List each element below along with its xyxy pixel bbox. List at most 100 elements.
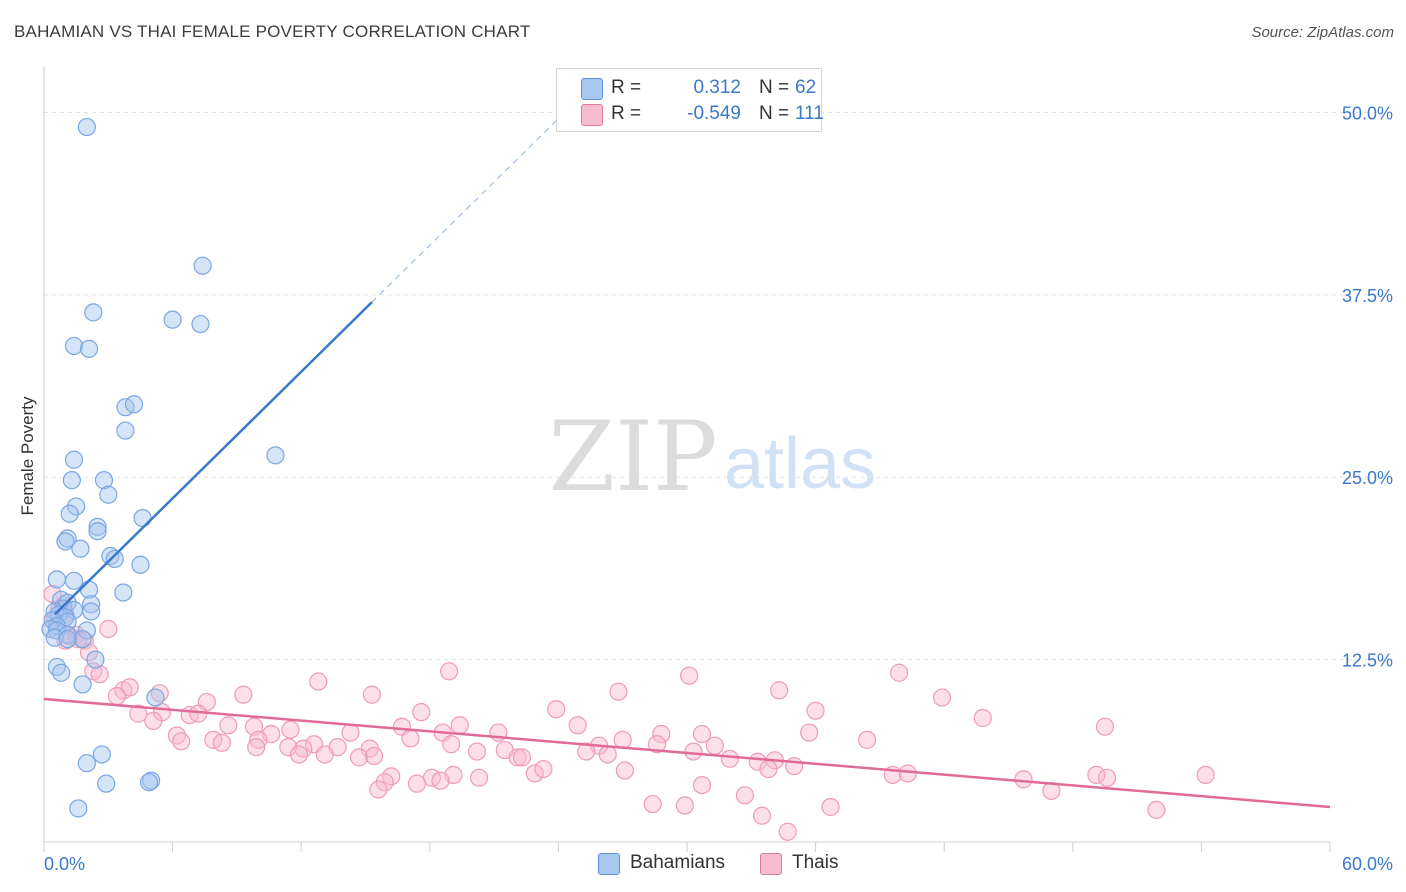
chart-title: BAHAMIAN VS THAI FEMALE POVERTY CORRELAT…	[14, 22, 531, 41]
bahamians-trend-line	[53, 301, 373, 616]
thais-point	[806, 701, 825, 720]
thais-point	[1097, 768, 1117, 787]
thais-point	[349, 748, 369, 767]
bahamians-point	[88, 522, 107, 541]
thais-point	[1196, 765, 1215, 784]
bottom-legend-swatch-thais	[760, 853, 782, 875]
thais-point	[281, 720, 300, 739]
bahamians-point	[191, 314, 210, 334]
legend-r-label: R =	[611, 103, 642, 124]
bahamians-point	[116, 421, 135, 440]
bahamians-points	[41, 117, 285, 818]
thais-point	[467, 742, 487, 761]
fit-lines	[43, 107, 1331, 809]
bahamians-point	[58, 529, 77, 548]
bahamians-point	[82, 602, 101, 621]
bahamians-point	[69, 799, 88, 818]
bahamians-point	[64, 571, 84, 590]
thais-point	[705, 736, 724, 755]
gridlines	[44, 111, 1390, 661]
bottom-legend-label: Bahamians	[630, 852, 726, 873]
bahamians-point	[193, 256, 212, 275]
thais-point	[692, 775, 712, 795]
legend-swatch-thais	[581, 104, 603, 126]
bahamians-point	[77, 117, 96, 137]
bahamians-point	[163, 310, 182, 329]
bahamians-point	[58, 630, 77, 649]
thais-point	[234, 685, 253, 704]
y-tick-label: 37.5%	[1342, 286, 1393, 306]
thais-point	[120, 678, 139, 697]
legend-n-value: 111	[795, 103, 824, 124]
thais-point	[568, 716, 587, 735]
axes	[43, 66, 1331, 852]
bahamians-point	[266, 446, 285, 465]
bahamians-point	[131, 555, 150, 574]
x-tick-label-max: 60.0%	[1342, 854, 1393, 874]
thais-point	[692, 724, 712, 744]
thais-point	[249, 730, 268, 749]
bahamians-point	[82, 595, 101, 614]
bahamians-point	[105, 549, 124, 569]
legend-swatch-bahamians	[581, 78, 603, 100]
thais-point	[412, 703, 431, 722]
bahamians-point	[73, 675, 92, 694]
thais-point	[770, 681, 789, 700]
thais-point	[341, 723, 360, 742]
thais-point	[442, 735, 461, 754]
thais-point	[932, 688, 952, 707]
thais-point	[309, 672, 328, 691]
thais-point	[508, 748, 527, 767]
thais-point	[785, 757, 804, 776]
bahamians-point	[84, 303, 103, 322]
thais-point	[525, 764, 544, 783]
thais-point	[778, 822, 797, 841]
bahamians-point	[77, 754, 96, 773]
bahamians-point	[60, 504, 79, 523]
thais-point	[800, 723, 819, 742]
bahamians-point	[94, 471, 114, 490]
thais-point	[364, 746, 384, 766]
thais-point	[615, 761, 634, 780]
thais-point	[362, 685, 382, 704]
thais-point	[247, 738, 266, 757]
thais-point	[534, 759, 553, 779]
thais-point	[609, 682, 628, 701]
bahamians-point	[146, 688, 165, 707]
thais-point	[219, 716, 238, 735]
bahamians-point	[92, 745, 111, 764]
correlation-legend: R = 0.312 N = 62 R = -0.549 N = 111	[556, 68, 824, 132]
legend-n-label: N =	[759, 103, 790, 124]
bahamians-point	[62, 471, 81, 490]
thais-point	[857, 730, 877, 749]
bahamians-point	[97, 774, 116, 793]
bahamians-point	[86, 650, 105, 669]
thais-point	[821, 797, 840, 817]
legend-n-label: N =	[759, 77, 790, 98]
thais-point	[512, 748, 532, 767]
thais-point	[1087, 765, 1106, 784]
thais-point	[1095, 717, 1115, 736]
thais-point	[315, 745, 334, 764]
bahamians-point	[73, 630, 92, 649]
bahamians-point	[133, 508, 152, 528]
thais-point	[547, 700, 566, 719]
thais-point	[752, 806, 772, 825]
bahamians-point	[71, 539, 90, 558]
thais-trend-line	[43, 697, 1331, 809]
legend-r-value: 0.312	[693, 77, 741, 98]
thais-point	[643, 794, 662, 814]
bottom-legend-label: Thais	[792, 852, 839, 873]
bahamians-point	[77, 621, 96, 640]
bottom-legend-swatch-bahamians	[598, 853, 620, 875]
legend-r-value: -0.549	[687, 103, 741, 124]
watermark-atlas: atlas	[724, 424, 876, 504]
thais-point	[759, 759, 778, 779]
x-tick-label-min: 0.0%	[44, 854, 85, 874]
thais-point	[890, 663, 909, 682]
watermark: ZIP atlas	[548, 401, 876, 513]
bahamians-point	[88, 517, 107, 536]
thais-point	[469, 768, 489, 787]
thais-point	[680, 666, 699, 685]
bahamians-point	[139, 773, 159, 792]
